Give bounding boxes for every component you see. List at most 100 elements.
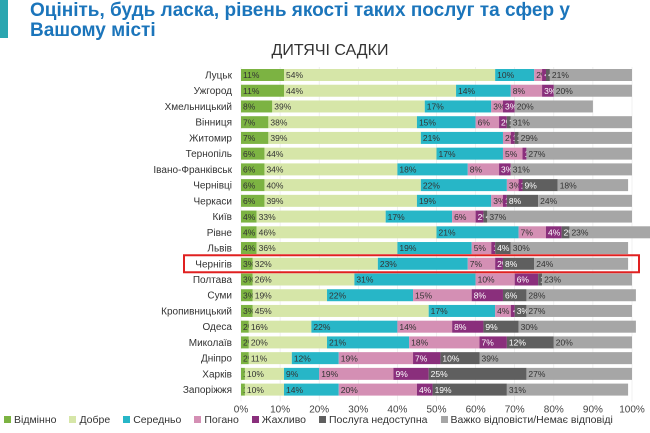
data-label: 44% xyxy=(286,86,303,96)
data-label: 19% xyxy=(341,353,358,363)
bar-segment xyxy=(542,84,554,97)
legend-item: Середньо xyxy=(123,414,181,426)
data-label: 6% xyxy=(243,165,256,175)
bar-segment xyxy=(514,100,593,113)
legend-swatch xyxy=(251,416,259,423)
data-label: 40% xyxy=(266,180,283,190)
data-label: 4% xyxy=(419,385,432,395)
bar-segment xyxy=(248,336,328,349)
data-label: 22% xyxy=(423,180,440,190)
data-label: 10% xyxy=(497,70,514,80)
data-label: 23% xyxy=(380,259,397,269)
bar-segment xyxy=(268,131,421,144)
data-label: 20% xyxy=(517,102,534,112)
category-label: Луцьк xyxy=(205,71,233,82)
data-label: 10% xyxy=(442,353,459,363)
data-label: 3% xyxy=(243,275,256,285)
data-label: 33% xyxy=(259,212,276,222)
data-label: 19% xyxy=(419,196,436,206)
data-label: 20% xyxy=(556,86,573,96)
bar-segment xyxy=(510,131,515,144)
bar-segment xyxy=(264,179,421,192)
category-label: Дніпро xyxy=(201,354,232,365)
bar-segment xyxy=(510,304,515,317)
data-label: 5% xyxy=(505,149,518,159)
data-label: 14% xyxy=(286,385,303,395)
data-label: 39% xyxy=(266,196,283,206)
data-label: 17% xyxy=(388,212,405,222)
page-title-line-1: Оцініть, будь ласка, рівень якості таких… xyxy=(30,0,570,21)
legend-label: Відмінно xyxy=(14,414,57,426)
data-label: 15% xyxy=(415,290,432,300)
category-label: Одеса xyxy=(202,322,232,333)
bar-segment xyxy=(436,147,503,160)
data-label: 8% xyxy=(454,322,467,332)
bar-segment xyxy=(264,147,437,160)
bar-segment xyxy=(538,273,543,286)
data-label: 3% xyxy=(243,290,256,300)
data-label: 23% xyxy=(544,275,561,285)
bar-segment xyxy=(452,320,484,333)
data-label: 7% xyxy=(521,228,534,238)
x-tick-label: 50% xyxy=(426,404,446,415)
bar-segment xyxy=(241,116,269,129)
bar-segment xyxy=(553,336,632,349)
bar-segment xyxy=(284,367,320,380)
bar-segment xyxy=(241,336,249,349)
category-label: Чернігів xyxy=(195,259,232,270)
data-label: 12% xyxy=(509,338,526,348)
bar-segment xyxy=(514,273,539,286)
data-label: 7% xyxy=(243,117,256,127)
bar-segment xyxy=(268,116,417,129)
data-label: 6% xyxy=(243,149,256,159)
bar-segment xyxy=(475,210,484,223)
data-label: 4% xyxy=(243,228,256,238)
data-label: 17% xyxy=(439,149,456,159)
bar-segment xyxy=(518,131,632,144)
bar-segment xyxy=(241,226,257,239)
data-label: 21% xyxy=(552,70,569,80)
data-label: 30% xyxy=(513,243,530,253)
data-label: 16% xyxy=(251,322,268,332)
bar-segment xyxy=(510,84,543,97)
data-label: 19% xyxy=(435,385,452,395)
category-label: Київ xyxy=(212,212,232,223)
bar-segment xyxy=(506,194,539,207)
bar-segment xyxy=(452,210,476,223)
bar-segment xyxy=(241,273,253,286)
legend-item: Відмінно xyxy=(4,414,56,426)
data-label: 25% xyxy=(431,369,448,379)
data-label: 4% xyxy=(497,306,510,316)
bar-segment xyxy=(241,320,249,333)
bar-segment xyxy=(526,304,632,317)
bar-segment xyxy=(284,84,457,97)
data-label: 17% xyxy=(427,102,444,112)
category-label: Житомир xyxy=(189,133,232,144)
data-label: 31% xyxy=(513,165,530,175)
legend-item: Добре xyxy=(69,414,110,426)
data-label: 6% xyxy=(505,290,518,300)
data-label: 23% xyxy=(571,228,588,238)
bar-segment xyxy=(420,179,507,192)
data-label: 30% xyxy=(521,322,538,332)
category-label: Харків xyxy=(202,369,232,380)
bar-segment xyxy=(542,273,632,286)
data-label: 7% xyxy=(243,133,256,143)
data-label: 7% xyxy=(415,353,428,363)
bar-segment xyxy=(569,226,650,239)
data-label: 4% xyxy=(243,243,256,253)
bar-segment xyxy=(241,367,245,380)
bar-segment xyxy=(416,116,476,129)
data-label: 31% xyxy=(509,385,526,395)
bar-segment xyxy=(241,179,265,192)
legend-swatch xyxy=(123,416,131,423)
bar-segment xyxy=(522,147,527,160)
category-label: Черкаси xyxy=(193,196,232,207)
bar-segment xyxy=(456,84,511,97)
bar-segment xyxy=(506,383,629,396)
bar-segment xyxy=(338,352,414,365)
bar-segment xyxy=(244,367,285,380)
data-label: 6% xyxy=(243,196,256,206)
bar-segment xyxy=(510,163,632,176)
